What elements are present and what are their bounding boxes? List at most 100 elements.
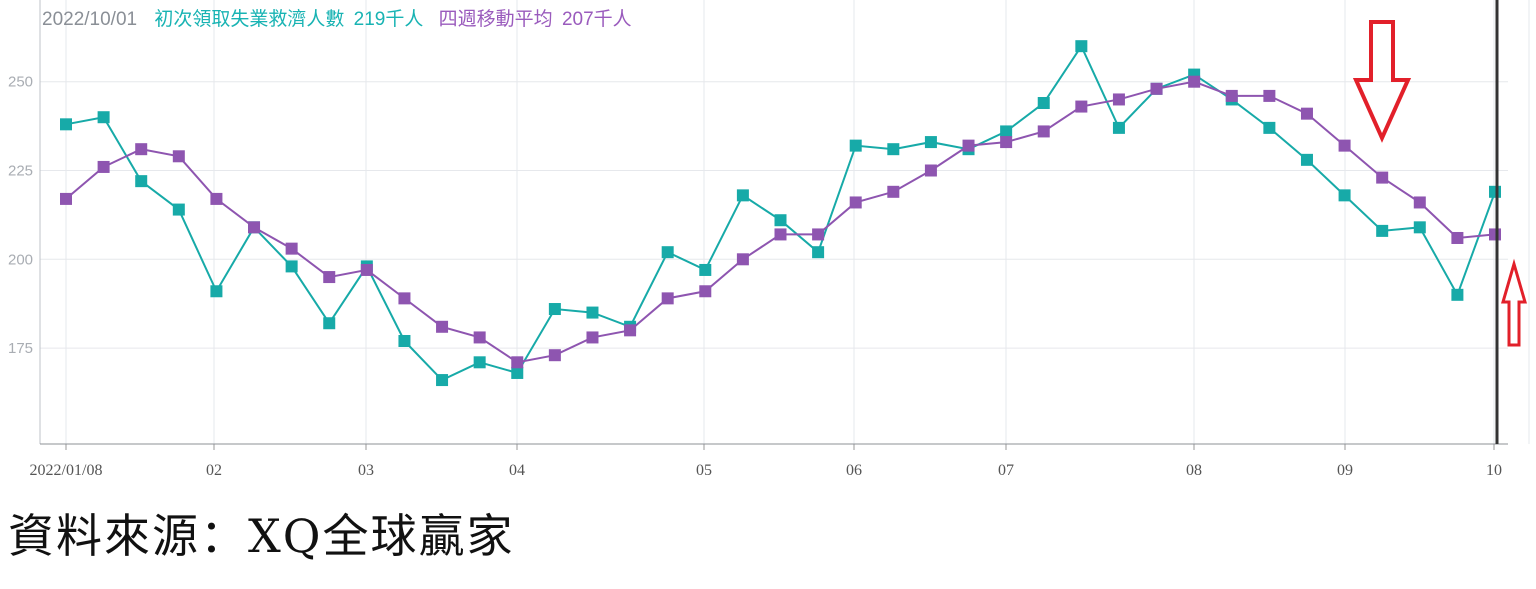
series-2-point bbox=[1451, 231, 1464, 244]
series-1-point bbox=[97, 111, 110, 124]
legend-series1-value: 219千人 bbox=[353, 9, 424, 30]
series-2-point bbox=[1489, 228, 1501, 241]
series-2-point bbox=[135, 143, 148, 156]
legend-series2-label: 四週移動平均 bbox=[438, 9, 553, 30]
series-1 bbox=[60, 40, 1501, 387]
series-1-point bbox=[924, 136, 937, 149]
series-2-point bbox=[1075, 100, 1088, 113]
down-arrow-icon bbox=[1352, 20, 1412, 143]
series-1-point bbox=[1075, 40, 1088, 53]
series-1-point bbox=[1338, 189, 1351, 202]
y-tick-label: 200 bbox=[8, 251, 33, 268]
source-caption: 資料來源：XQ全球贏家 bbox=[8, 509, 515, 563]
series-1-point bbox=[774, 214, 787, 227]
series-2-point bbox=[210, 192, 223, 205]
series-1-point bbox=[849, 139, 862, 152]
series-2-point bbox=[172, 150, 185, 163]
series-1-point bbox=[172, 203, 185, 216]
x-tick-label: 04 bbox=[509, 462, 525, 479]
series-2-point bbox=[248, 221, 261, 234]
series-2-point bbox=[1150, 82, 1163, 95]
series-2-point bbox=[1338, 139, 1351, 152]
series-2-point bbox=[887, 185, 900, 198]
chart-legend: 2022/10/01 初次領取失業救濟人數 219千人 四週移動平均 207千人 bbox=[42, 4, 636, 31]
series-1-point bbox=[736, 189, 749, 202]
series-2-point bbox=[1376, 171, 1389, 184]
series-2-point bbox=[736, 253, 749, 266]
series-2-point bbox=[962, 139, 975, 152]
series-2-point bbox=[473, 331, 486, 344]
series-layer bbox=[60, 40, 1501, 387]
series-1-point bbox=[1376, 224, 1389, 237]
legend-date: 2022/10/01 bbox=[42, 9, 138, 30]
series-1-point bbox=[60, 118, 72, 131]
series-2-point bbox=[699, 285, 712, 298]
series-1-point bbox=[1037, 97, 1050, 110]
x-tick-label: 09 bbox=[1337, 462, 1353, 479]
series-1-point bbox=[511, 366, 524, 379]
series-2-point bbox=[849, 196, 862, 209]
y-tick-label: 250 bbox=[8, 74, 33, 91]
series-2-point bbox=[1000, 136, 1013, 149]
series-1-point bbox=[436, 374, 449, 387]
series-2-point bbox=[548, 349, 561, 362]
x-tick-label: 08 bbox=[1186, 462, 1202, 479]
series-1-point bbox=[398, 334, 411, 347]
series-2-point bbox=[1225, 89, 1238, 102]
series-1-point bbox=[323, 317, 336, 330]
chart: 175 200 225 250 2022/01/08 02 03 04 05 06 07 08 09 10 bbox=[8, 0, 1530, 479]
series-1-point bbox=[1413, 221, 1426, 234]
series-2 bbox=[60, 75, 1501, 369]
series-1-point bbox=[1263, 121, 1276, 134]
series-2-point bbox=[1188, 75, 1201, 88]
up-arrow-icon bbox=[1501, 258, 1527, 347]
x-tick-label: 10 bbox=[1486, 462, 1502, 479]
series-1-point bbox=[1112, 121, 1125, 134]
series-2-point bbox=[398, 292, 411, 305]
series-2-point bbox=[436, 320, 449, 333]
series-2-point bbox=[624, 324, 637, 337]
series-1-point bbox=[699, 263, 712, 276]
series-2-point bbox=[1413, 196, 1426, 209]
series-1-point bbox=[812, 246, 825, 259]
series-1-point bbox=[1000, 125, 1013, 138]
series-1-point bbox=[473, 356, 486, 369]
series-1-point bbox=[285, 260, 298, 273]
series-2-point bbox=[285, 242, 298, 255]
series-1-point bbox=[887, 143, 900, 156]
legend-series2-value: 207千人 bbox=[561, 9, 632, 30]
y-tick-label: 225 bbox=[8, 162, 33, 179]
series-1-point bbox=[661, 246, 674, 259]
axes: 175 200 225 250 2022/01/08 02 03 04 05 06 07 08 09 10 bbox=[8, 0, 1508, 479]
x-tick-label: 03 bbox=[358, 462, 374, 479]
series-1-point bbox=[548, 303, 561, 316]
x-tick-label: 02 bbox=[206, 462, 222, 479]
series-1-point bbox=[586, 306, 599, 319]
series-2-point bbox=[1037, 125, 1050, 138]
x-tick-label: 2022/01/08 bbox=[30, 462, 103, 479]
x-tick-label: 07 bbox=[998, 462, 1014, 479]
series-2-point bbox=[812, 228, 825, 241]
series-2-point bbox=[924, 164, 937, 177]
series-1-point bbox=[1451, 288, 1464, 301]
series-2-point bbox=[1112, 93, 1125, 106]
y-tick-label: 175 bbox=[8, 340, 33, 357]
series-2-point bbox=[511, 356, 524, 369]
series-1-line bbox=[65, 44, 1496, 382]
x-tick-label: 05 bbox=[696, 462, 712, 479]
series-1-point bbox=[210, 285, 223, 298]
series-2-point bbox=[1300, 107, 1313, 120]
series-2-point bbox=[1263, 89, 1276, 102]
series-2-point bbox=[97, 160, 110, 173]
legend-series1-label: 初次領取失業救濟人數 bbox=[154, 9, 345, 30]
annotation-layer bbox=[1352, 0, 1527, 444]
series-2-point bbox=[360, 263, 373, 276]
series-2-point bbox=[60, 192, 72, 205]
series-1-point bbox=[135, 175, 148, 188]
series-2-point bbox=[661, 292, 674, 305]
x-tick-label: 06 bbox=[846, 462, 862, 479]
series-2-point bbox=[586, 331, 599, 344]
series-1-point bbox=[1489, 185, 1501, 198]
series-1-point bbox=[1300, 153, 1313, 166]
series-2-point bbox=[323, 271, 336, 284]
